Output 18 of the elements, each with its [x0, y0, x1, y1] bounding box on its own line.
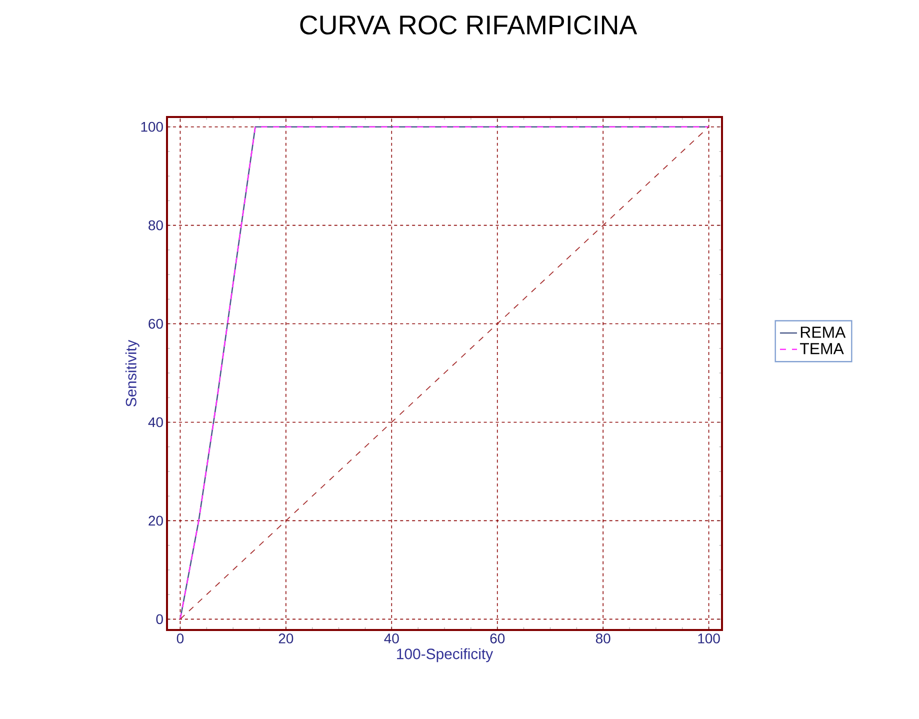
- x-tick-label: 40: [384, 634, 399, 644]
- x-tick-label: 100: [698, 634, 720, 644]
- y-tick-label: 20: [148, 516, 163, 526]
- x-tick-label: 60: [490, 634, 505, 644]
- y-tick-label: 40: [148, 417, 163, 428]
- y-tick-label: 100: [141, 122, 163, 132]
- chart-title: CURVA ROC RIFAMPICINA: [300, 15, 638, 35]
- y-tick-label: 60: [148, 318, 163, 329]
- y-axis-title: Sensitivity: [125, 340, 140, 406]
- y-tick-label: 80: [148, 220, 163, 230]
- x-tick-label: 20: [278, 634, 294, 644]
- y-tick-label: 0: [156, 614, 163, 624]
- legend-label: TEMA: [800, 343, 844, 354]
- line-series: [180, 126, 710, 620]
- legend-label: REMA: [800, 326, 846, 338]
- x-axis-title: 100-Specificity: [397, 648, 494, 662]
- x-tick-label: 0: [176, 634, 184, 644]
- x-tick-label: 80: [596, 634, 610, 644]
